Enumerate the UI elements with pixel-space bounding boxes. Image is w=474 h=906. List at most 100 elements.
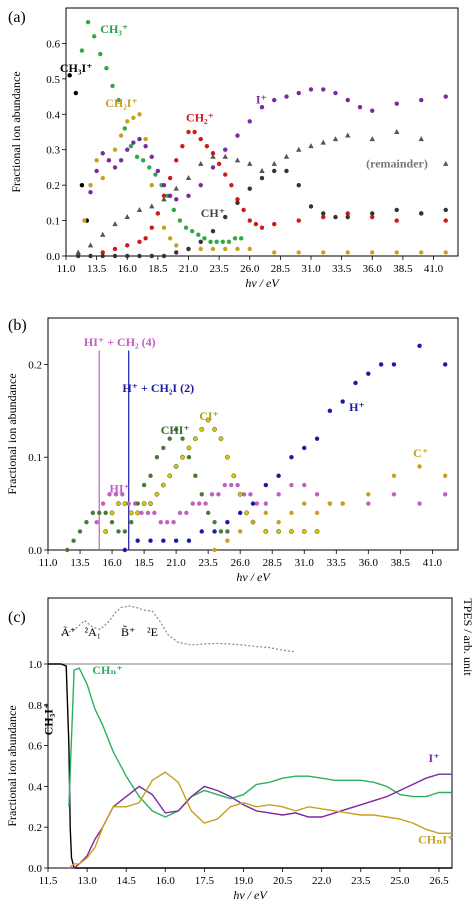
- data-point: [79, 48, 85, 53]
- data-point: [263, 501, 269, 506]
- data-point: [183, 225, 189, 230]
- data-point: [229, 182, 234, 188]
- data-point: [192, 436, 198, 442]
- data-point: [149, 182, 154, 188]
- data-point: [394, 101, 399, 106]
- x-tick-label: 28.5: [271, 263, 291, 275]
- x-tick-label: 26.5: [429, 875, 449, 887]
- y-tick-label: 0.0: [46, 251, 60, 263]
- data-point: [190, 501, 195, 506]
- x-tick-label: 21.0: [179, 263, 199, 275]
- y-tick-label: 0.4: [28, 781, 42, 793]
- data-point: [289, 455, 294, 460]
- data-point: [141, 501, 147, 507]
- y-tick-label: 0.0: [28, 545, 42, 557]
- x-axis-label: hν / eV: [236, 570, 271, 584]
- data-point: [174, 158, 179, 163]
- data-point: [216, 492, 221, 497]
- data-point: [353, 380, 358, 386]
- series-annotation: I⁺: [429, 751, 440, 765]
- data-point: [327, 408, 333, 413]
- data-point: [210, 246, 216, 252]
- data-point: [106, 158, 112, 163]
- data-point: [140, 158, 146, 163]
- series-annotation: CI⁺: [199, 409, 219, 423]
- data-point: [212, 426, 218, 432]
- data-point: [134, 154, 140, 159]
- series-annotation: C⁺: [413, 446, 428, 460]
- panel-a-chart: (a) 11.0 13.5 16.0 18.5 21.0 23.5 26.0 28.5 31.0 3…: [8, 7, 459, 290]
- data-point: [75, 249, 81, 255]
- y-tick-label: 1.0: [28, 659, 42, 671]
- data-point: [417, 501, 422, 506]
- data-point: [272, 250, 277, 255]
- data-point: [205, 510, 211, 516]
- data-point: [320, 139, 326, 145]
- data-point: [235, 133, 240, 138]
- data-point: [143, 143, 148, 149]
- data-point: [193, 473, 198, 478]
- x-tick-label: 26.0: [231, 557, 251, 569]
- y-tick-label: 0.4: [46, 109, 60, 121]
- x-tick-label: 23.5: [199, 557, 219, 569]
- data-point: [198, 182, 203, 188]
- data-point: [226, 239, 232, 245]
- data-point: [131, 115, 136, 121]
- data-point: [128, 510, 134, 516]
- data-point: [235, 482, 240, 488]
- data-point: [210, 229, 216, 234]
- data-point: [296, 250, 301, 255]
- data-point: [174, 250, 179, 255]
- data-point: [167, 175, 173, 181]
- data-point: [104, 66, 109, 71]
- data-point: [129, 519, 134, 525]
- data-point: [192, 129, 197, 135]
- plot-frame: [47, 597, 453, 869]
- plot-frame: [47, 317, 459, 551]
- data-point: [173, 185, 179, 191]
- data-point: [88, 182, 93, 188]
- data-point: [254, 501, 260, 506]
- y-tick-label: 0.2: [28, 359, 42, 371]
- x-tick-label: 31.0: [295, 557, 315, 569]
- data-point: [222, 482, 228, 488]
- data-point: [238, 236, 244, 241]
- data-point: [136, 206, 143, 212]
- data-point: [198, 136, 203, 142]
- data-point: [241, 207, 246, 213]
- data-point: [196, 501, 202, 506]
- data-point: [174, 243, 179, 248]
- data-point: [308, 204, 314, 209]
- data-point: [370, 214, 375, 220]
- data-point: [154, 491, 160, 497]
- y-tick-label: 0.2: [46, 180, 60, 192]
- panel-label: (c): [8, 609, 26, 626]
- panel-c-chart: (c) 11.5 13.0 14.5 16.0 17.5 19.0 20.5 22.0 23.5 2…: [5, 597, 474, 902]
- data-point: [186, 129, 191, 135]
- y-axis-label: Fractional ion abundance: [9, 71, 23, 192]
- data-point: [161, 445, 166, 451]
- data-point: [247, 186, 252, 191]
- data-point: [125, 119, 130, 124]
- data-point: [167, 236, 173, 241]
- data-point: [345, 250, 350, 255]
- state-label: ²A₁: [84, 625, 100, 639]
- data-point: [263, 482, 269, 488]
- data-point: [122, 529, 128, 534]
- data-point: [263, 510, 269, 516]
- data-point: [125, 147, 130, 152]
- series-annotation: CHₙI⁺: [418, 833, 453, 847]
- series-line: [68, 771, 452, 869]
- data-point: [370, 108, 375, 113]
- data-point: [250, 501, 256, 506]
- data-point: [71, 538, 76, 543]
- data-point: [332, 136, 339, 142]
- x-tick-label: 38.5: [391, 557, 411, 569]
- data-point: [154, 455, 160, 460]
- data-point: [173, 427, 179, 432]
- x-axis-label: hν / eV: [233, 888, 268, 902]
- data-point: [145, 510, 151, 516]
- data-point: [161, 225, 167, 230]
- data-point: [137, 253, 142, 259]
- data-point: [210, 153, 216, 159]
